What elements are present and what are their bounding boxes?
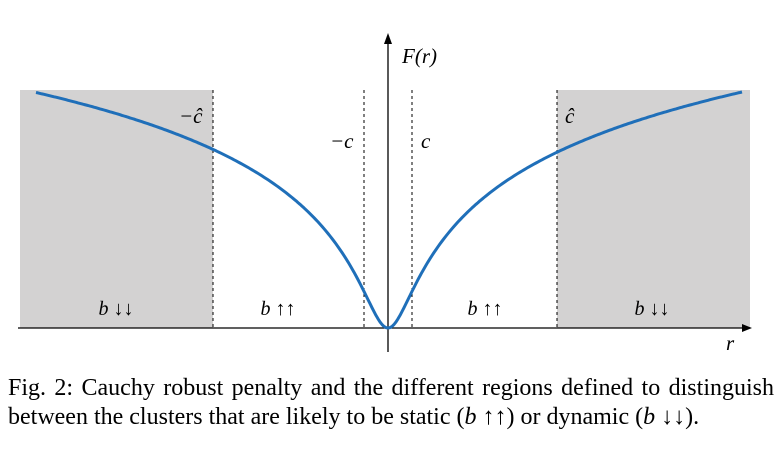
caption-middle: ) or dynamic ( <box>506 404 644 430</box>
caption-static-arrows: ↑↑ <box>476 404 507 430</box>
caption-dynamic-arrows: ↓↓ <box>655 404 686 430</box>
y-axis-label: F(r) <box>401 44 437 68</box>
x-axis-label: r <box>726 331 735 355</box>
region-label-far-right: b ↓↓ <box>635 298 670 320</box>
region-label-inner-left: b ↑↑ <box>261 298 296 320</box>
caption-tail: ). <box>685 404 700 430</box>
cauchy-penalty-curve <box>35 90 743 330</box>
threshold-label-neg-c-hat: −ĉ <box>179 104 203 128</box>
caption-static-var: b <box>464 404 477 430</box>
figure-caption: Fig. 2: Cauchy robust penalty and the di… <box>8 374 774 432</box>
caption-dynamic-var: b <box>643 404 656 430</box>
shaded-region-right <box>557 90 750 328</box>
region-label-inner-right: b ↑↑ <box>468 298 503 320</box>
cauchy-penalty-figure: F(r) r −ĉ −c c ĉ b ↓↓ b ↑↑ b ↑↑ b ↓↓ <box>18 33 752 355</box>
y-axis-arrowhead <box>384 33 392 44</box>
x-axis-arrowhead <box>742 324 752 332</box>
threshold-label-c: c <box>421 129 431 153</box>
caption-lead: Fig. 2: Cauchy robust penalty and the di… <box>8 375 774 430</box>
shaded-region-left <box>20 90 213 328</box>
threshold-label-neg-c: −c <box>330 129 354 153</box>
region-label-far-left: b ↓↓ <box>99 298 134 320</box>
threshold-label-c-hat: ĉ <box>565 104 575 128</box>
